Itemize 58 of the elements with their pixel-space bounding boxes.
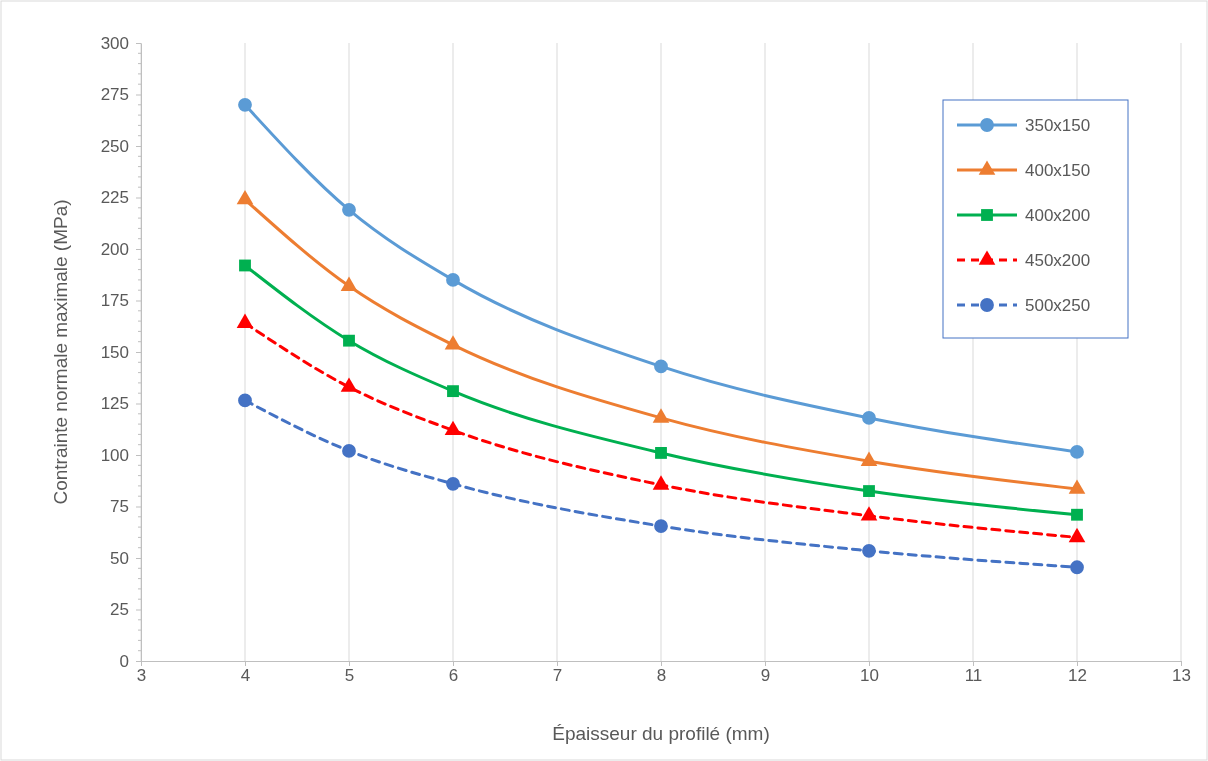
point xyxy=(447,385,459,398)
point xyxy=(860,451,878,466)
y-tick-label: 50 xyxy=(110,548,129,568)
y-tick-label: 100 xyxy=(100,445,129,465)
x-tick-label: 5 xyxy=(344,666,355,686)
point xyxy=(342,443,356,458)
legend-label: 500x250 xyxy=(1025,296,1091,315)
y-tick-label: 75 xyxy=(110,497,129,517)
x-tick-label: 10 xyxy=(860,666,879,686)
point xyxy=(238,393,252,408)
y-tick-label: 200 xyxy=(100,239,129,259)
point xyxy=(343,334,355,347)
y-tick-label: 25 xyxy=(110,600,129,620)
x-tick-label: 7 xyxy=(552,666,563,686)
point xyxy=(654,519,668,533)
point xyxy=(862,411,876,425)
point xyxy=(652,408,670,423)
point xyxy=(1071,508,1083,521)
point xyxy=(860,506,878,521)
y-tick-label: 150 xyxy=(100,342,129,362)
point xyxy=(1068,527,1086,543)
x-tick-label: 9 xyxy=(760,666,771,686)
x-axis-title: Épaisseur du profilé (mm) xyxy=(552,723,770,744)
y-tick-label: 175 xyxy=(100,291,129,311)
point xyxy=(655,447,667,459)
y-tick-label: 300 xyxy=(100,33,129,53)
y-tick-label: 0 xyxy=(119,651,129,671)
legend-label: 450x200 xyxy=(1025,251,1091,270)
x-tick-label: 4 xyxy=(240,666,251,686)
point xyxy=(446,273,460,287)
x-tick-label: 12 xyxy=(1068,666,1087,686)
point xyxy=(1068,479,1086,494)
point xyxy=(862,543,876,558)
y-tick-label: 275 xyxy=(100,85,129,105)
y-tick-label: 250 xyxy=(100,136,129,156)
point xyxy=(444,420,462,436)
point xyxy=(444,335,462,350)
legend-label: 400x200 xyxy=(1025,206,1091,225)
y-tick-label: 225 xyxy=(100,188,129,208)
point xyxy=(340,377,358,392)
point xyxy=(1070,445,1084,459)
x-tick-label: 8 xyxy=(656,666,667,686)
x-tick-label: 6 xyxy=(448,666,459,686)
point xyxy=(342,202,356,217)
legend-label: 350x150 xyxy=(1025,116,1091,135)
x-tick-label: 13 xyxy=(1172,666,1191,686)
point xyxy=(238,97,252,112)
x-tick-label: 3 xyxy=(136,666,147,686)
point xyxy=(654,359,668,374)
point xyxy=(1070,560,1084,575)
x-tick-label: 11 xyxy=(964,666,983,686)
legend-label: 400x150 xyxy=(1025,161,1091,180)
point xyxy=(652,475,670,490)
y-axis-title: Contrainte normale maximale (MPa) xyxy=(50,199,71,505)
point xyxy=(863,485,875,497)
point xyxy=(446,476,460,491)
y-tick-label: 125 xyxy=(100,394,129,414)
point xyxy=(239,259,251,272)
